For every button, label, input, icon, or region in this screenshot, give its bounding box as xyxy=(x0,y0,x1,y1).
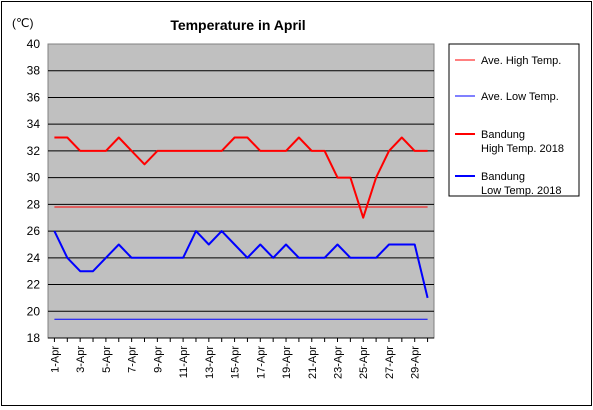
y-tick-label-34: 34 xyxy=(27,117,41,131)
y-tick-label-18: 18 xyxy=(27,331,41,345)
x-tick-label-25: 25-Apr xyxy=(358,346,370,379)
x-tick-label-11: 11-Apr xyxy=(178,346,190,379)
plot-area: 18 20 22 24 26 28 30 32 34 36 38 40 1-Apr 3-Apr 5-Apr 7… xyxy=(27,37,435,379)
x-tick-label-15: 15-Apr xyxy=(230,346,242,379)
x-tick-label-19: 19-Apr xyxy=(281,346,293,379)
y-tick-label-20: 20 xyxy=(27,304,41,318)
x-tick-label-27: 27-Apr xyxy=(384,346,396,379)
x-tick-label-23: 23-Apr xyxy=(333,346,345,379)
legend-label-1: Ave. High Temp. xyxy=(481,55,561,67)
x-tick-label-21: 21-Apr xyxy=(307,346,319,379)
y-axis-unit-label: (℃) xyxy=(12,16,33,30)
x-tick-label-17: 17-Apr xyxy=(255,346,267,379)
x-tick-label-7: 7-Apr xyxy=(127,346,139,373)
x-tick-label-13: 13-Apr xyxy=(204,346,216,379)
y-tick-label-24: 24 xyxy=(27,251,41,265)
y-tick-label-40: 40 xyxy=(27,37,41,51)
legend-label-2: Ave. Low Temp. xyxy=(481,91,559,103)
y-tick-label-38: 38 xyxy=(27,64,41,78)
y-tick-label-26: 26 xyxy=(27,224,41,238)
plot-background xyxy=(47,43,435,339)
chart-title: Temperature in April xyxy=(170,17,305,33)
x-tick-label-1: 1-Apr xyxy=(49,346,61,373)
x-tick-label-3: 3-Apr xyxy=(75,346,87,373)
legend: Ave. High Temp. Ave. Low Temp. Bandung High… xyxy=(448,43,580,197)
x-tick-label-9: 9-Apr xyxy=(152,346,164,373)
y-tick-label-36: 36 xyxy=(27,90,41,104)
series-line-3 xyxy=(54,136,428,219)
temperature-chart: Temperature in April (℃) 18 20 22 24 26 28 30 3… xyxy=(12,16,580,379)
legend-box xyxy=(448,43,580,197)
legend-label-4: Bandung Low Temp. 2018 xyxy=(481,171,562,197)
x-tick-label-5: 5-Apr xyxy=(101,346,113,373)
series-line-4 xyxy=(53,230,429,299)
y-tick-label-28: 28 xyxy=(27,197,41,211)
y-tick-label-30: 30 xyxy=(27,171,41,185)
legend-label-3: Bandung High Temp. 2018 xyxy=(481,129,564,155)
y-tick-label-22: 22 xyxy=(27,278,41,292)
x-tick-label-29: 29-Apr xyxy=(410,346,422,379)
y-tick-label-32: 32 xyxy=(27,144,41,158)
